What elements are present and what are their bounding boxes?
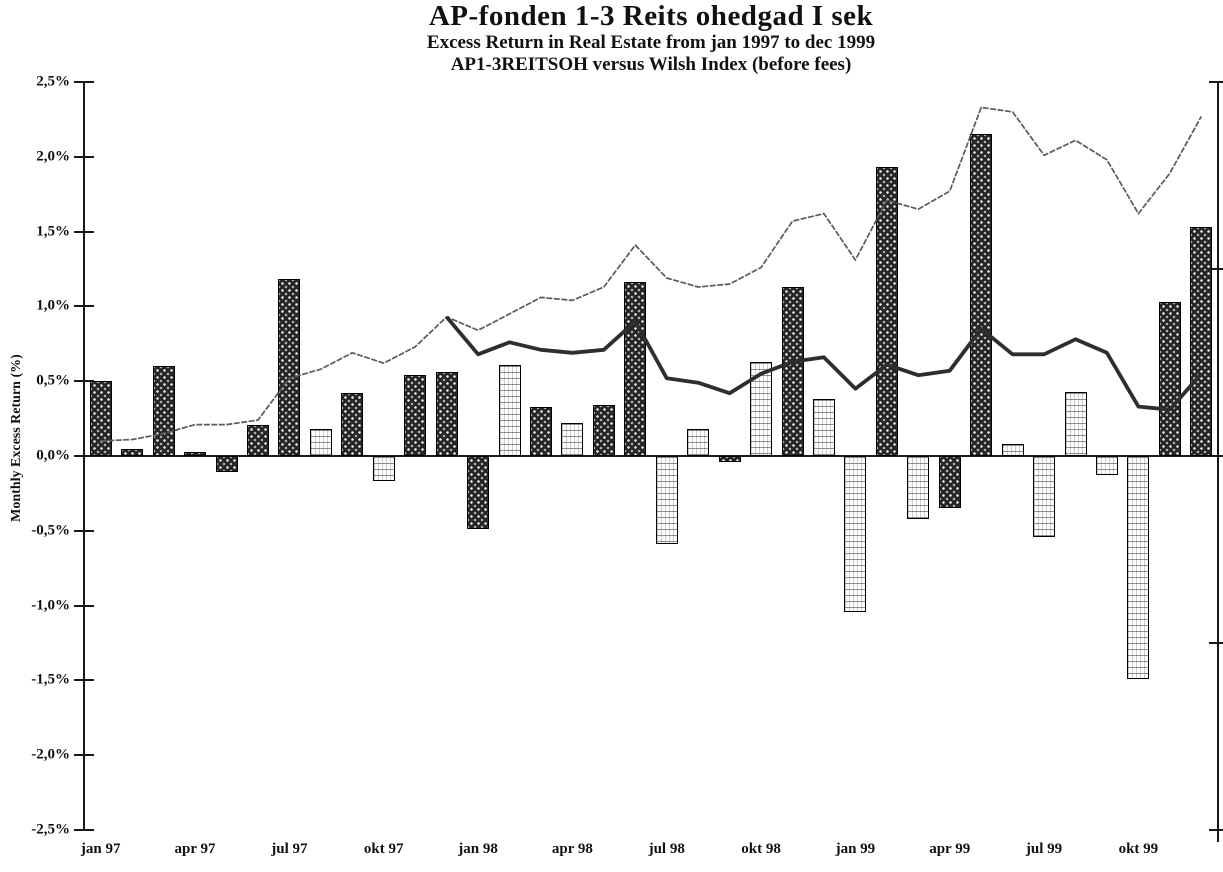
y-axis-tick <box>74 380 94 383</box>
excess-return-bar <box>1095 456 1118 476</box>
x-tick-label: jan 98 <box>458 841 498 857</box>
y-tick-label: -2,0% <box>31 746 70 763</box>
excess-return-bar <box>1190 227 1213 456</box>
excess-return-bar <box>184 451 207 456</box>
y-axis-tick <box>74 81 94 83</box>
x-tick-label: jul 99 <box>1025 841 1063 857</box>
right-axis-line <box>1217 82 1219 842</box>
y-axis-title: Monthly Excess Return (%) <box>9 354 24 522</box>
y-tick-label: 0,0% <box>36 447 70 464</box>
x-tick-label: okt 98 <box>741 841 781 857</box>
y-axis-tick <box>74 305 94 308</box>
excess-return-bar <box>561 423 584 456</box>
excess-return-bar <box>750 361 773 456</box>
excess-return-bar <box>970 134 993 456</box>
y-tick-label: 0,5% <box>36 372 70 389</box>
excess-return-bar <box>341 393 364 456</box>
excess-return-bar <box>938 456 961 509</box>
excess-return-bar <box>624 282 647 456</box>
y-tick-label: -2,5% <box>31 821 70 838</box>
excess-return-bar <box>875 167 898 456</box>
excess-return-bar <box>1033 456 1056 537</box>
y-axis-tick <box>74 529 94 532</box>
excess-return-bar <box>1127 456 1150 679</box>
chart-header: AP-fonden 1-3 Reits ohedgad I sek Excess… <box>85 0 1217 75</box>
x-tick-label: jul 97 <box>271 841 308 857</box>
excess-return-bar <box>404 375 427 456</box>
y-axis-tick <box>74 679 94 682</box>
y-tick-label: -1,0% <box>31 597 70 614</box>
right-axis-tick <box>1209 81 1223 83</box>
excess-return-bar <box>812 399 835 456</box>
y-axis-tick <box>74 155 94 158</box>
y-tick-label: 2,5% <box>36 73 70 90</box>
chart-subtitle-2: AP1-3REITSOH versus Wilsh Index (before … <box>450 53 852 75</box>
excess-return-bar <box>781 286 804 456</box>
thin-upper-line <box>100 106 1203 442</box>
y-axis-tick <box>74 829 94 831</box>
excess-return-bar <box>498 364 521 456</box>
x-tick-label: okt 97 <box>363 841 404 857</box>
x-tick-label: apr 98 <box>551 841 593 857</box>
excess-return-bar <box>152 366 175 456</box>
excess-return-bar <box>907 456 930 519</box>
excess-return-bar <box>372 456 395 482</box>
thick-lower-line <box>445 315 1203 412</box>
excess-return-bar <box>89 381 112 456</box>
excess-return-bar <box>529 406 552 456</box>
excess-return-bar <box>844 456 867 612</box>
right-axis-tick <box>1209 829 1223 831</box>
x-tick-label: jul 98 <box>648 841 685 857</box>
x-tick-label: jan 99 <box>835 841 876 857</box>
y-tick-label: 1,5% <box>36 223 70 240</box>
excess-return-bar <box>278 279 301 456</box>
zero-baseline <box>85 455 1217 457</box>
excess-return-bar <box>309 429 332 456</box>
excess-return-bar <box>121 448 144 456</box>
excess-return-bar <box>467 456 490 530</box>
excess-return-bar <box>655 456 678 545</box>
x-tick-label: apr 97 <box>174 841 216 857</box>
x-tick-label: okt 99 <box>1118 841 1159 857</box>
excess-return-bar <box>687 429 710 456</box>
x-tick-label: apr 99 <box>929 841 971 857</box>
excess-return-bar <box>435 372 458 456</box>
excess-return-bar <box>215 456 238 473</box>
excess-return-bar <box>1064 391 1087 456</box>
x-tick-label: jan 97 <box>80 841 121 857</box>
y-axis-tick <box>74 604 94 607</box>
y-tick-label: -1,5% <box>31 671 70 688</box>
chart-title: AP-fonden 1-3 Reits ohedgad I sek <box>428 0 874 32</box>
y-axis-tick <box>74 754 94 757</box>
right-axis-tick <box>1209 642 1223 644</box>
y-axis-tick <box>74 230 94 233</box>
excess-return-bar <box>718 456 741 462</box>
y-tick-label: -0,5% <box>31 522 70 539</box>
excess-return-bar <box>592 405 615 456</box>
y-tick-label: 2,0% <box>36 148 70 165</box>
chart-subtitle-1: Excess Return in Real Estate from jan 19… <box>426 32 876 54</box>
y-axis-tick <box>74 455 94 457</box>
right-axis-tick <box>1209 268 1223 270</box>
y-tick-label: 1,0% <box>36 297 70 314</box>
excess-return-bar <box>246 424 269 456</box>
excess-return-bar <box>1001 444 1024 456</box>
excess-return-bar <box>1158 301 1181 456</box>
